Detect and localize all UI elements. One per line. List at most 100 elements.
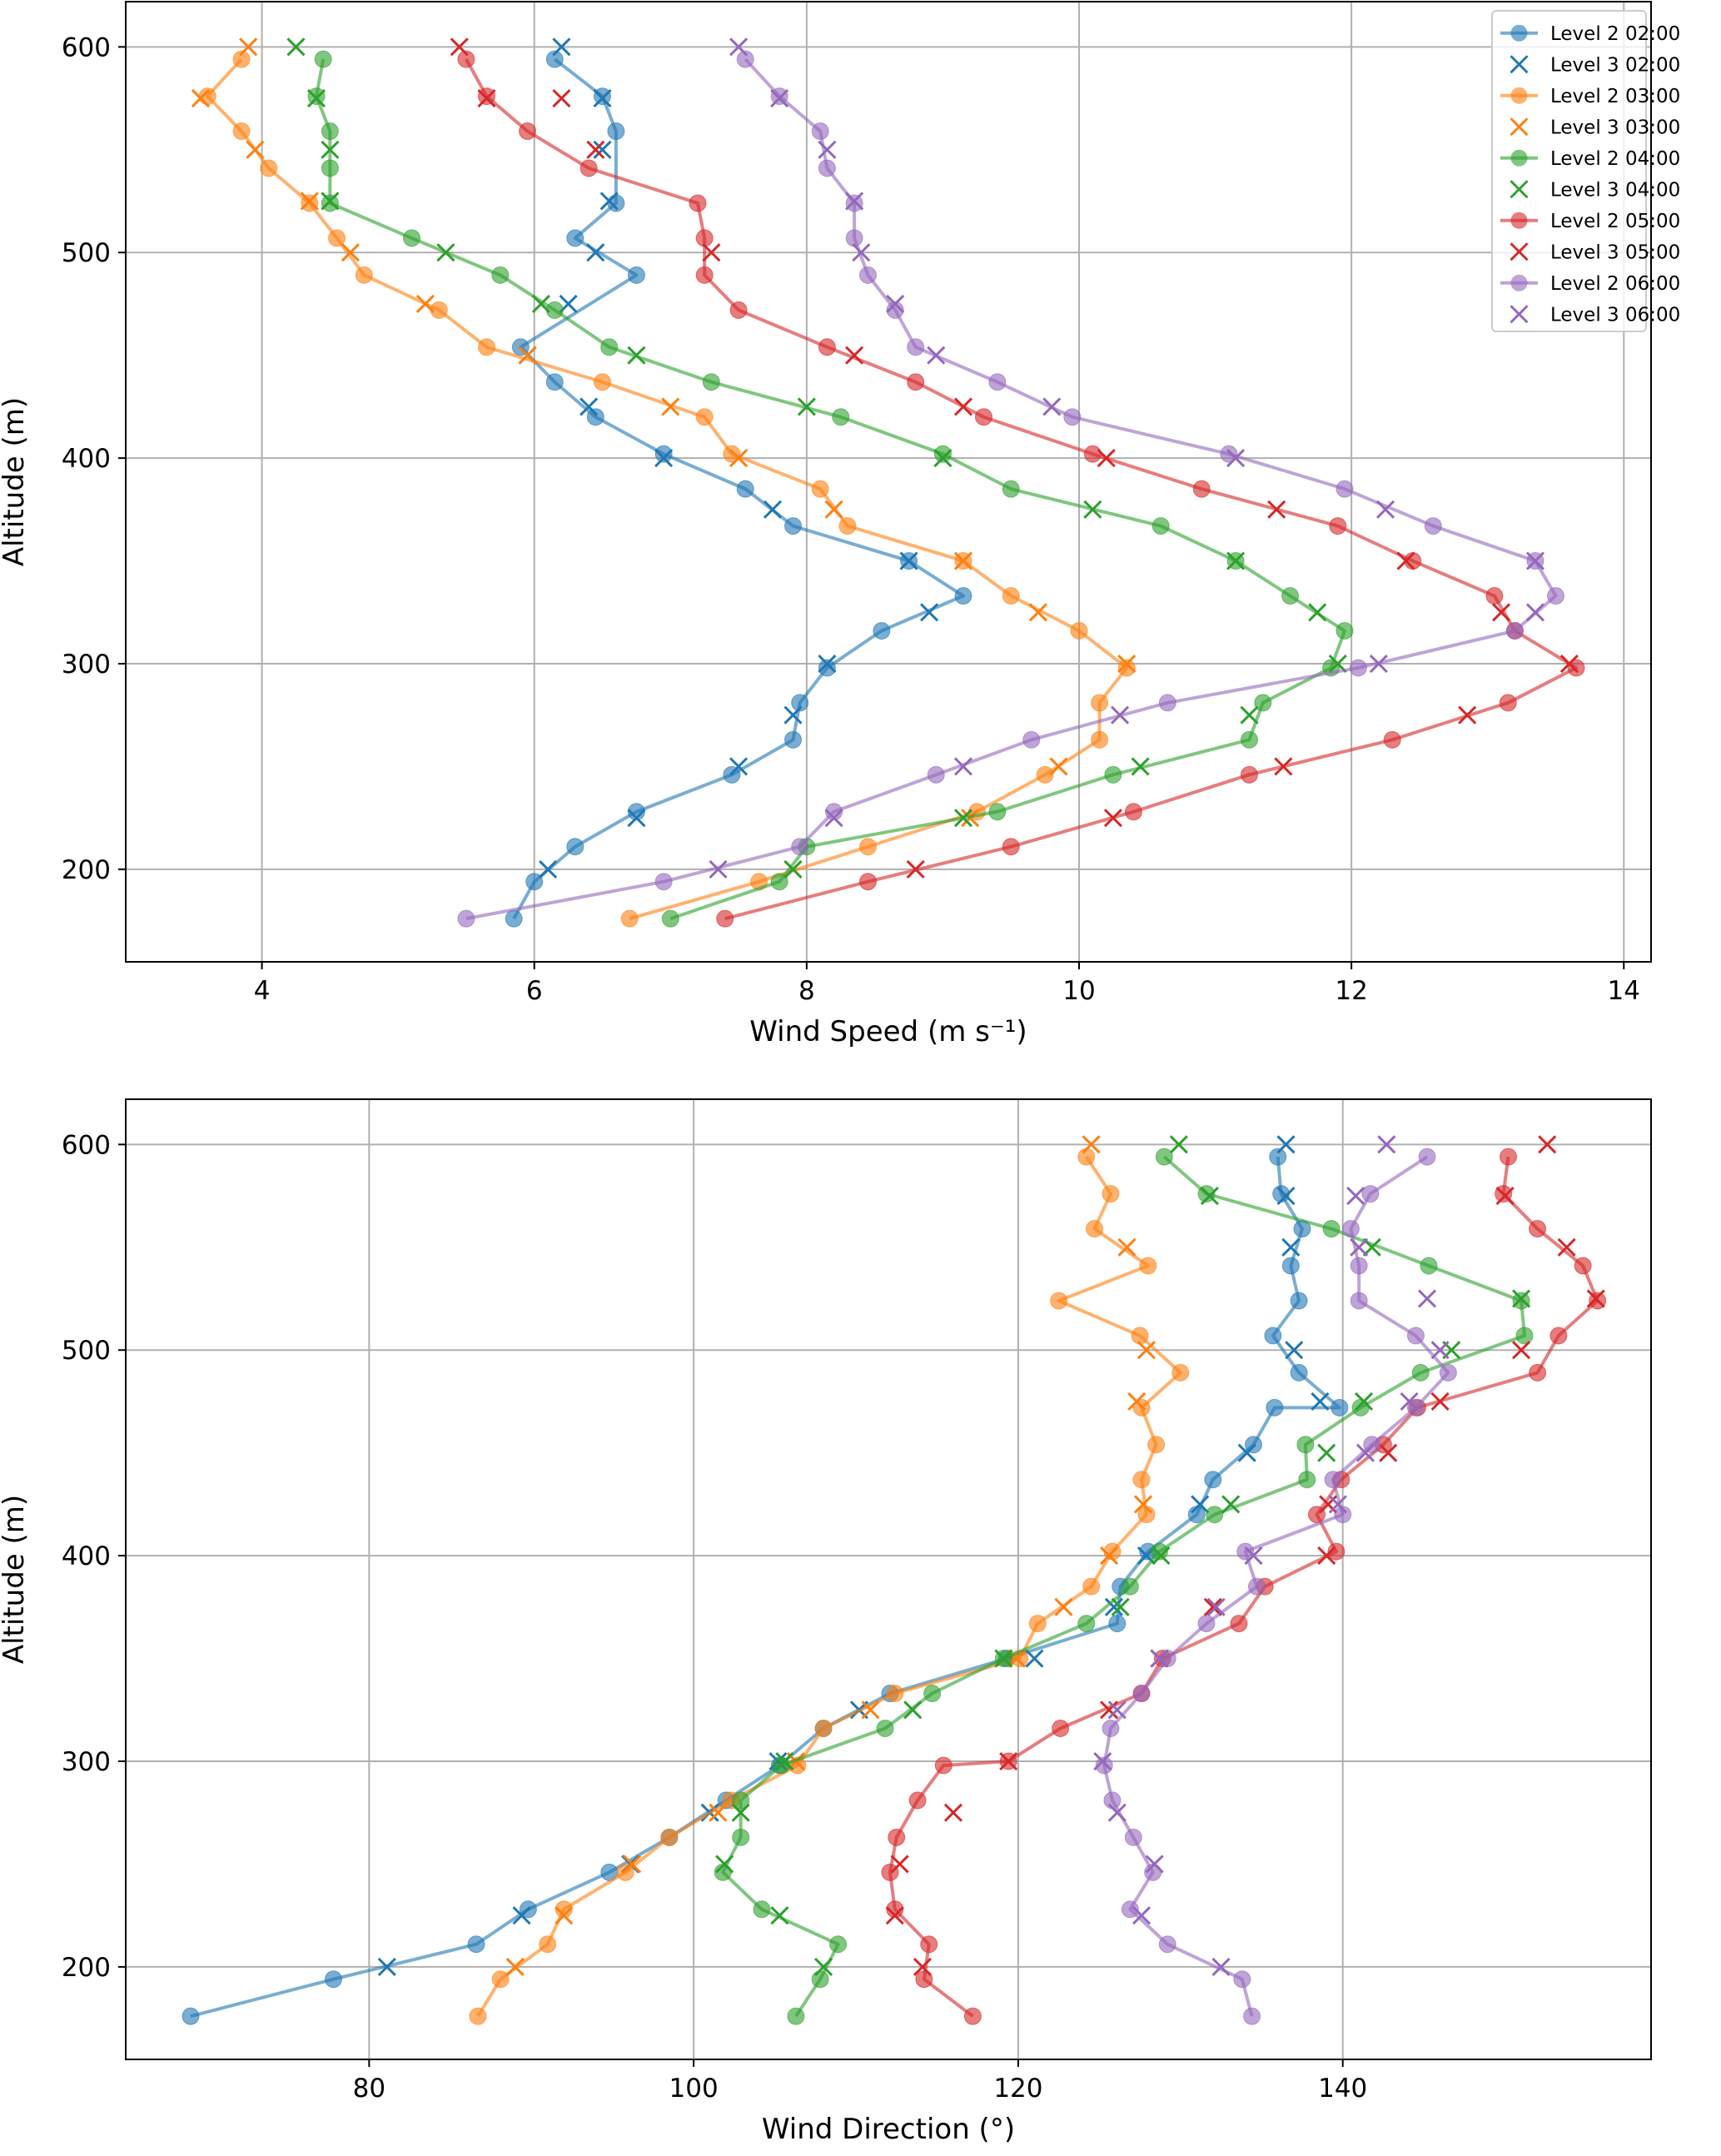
data-point-circle bbox=[321, 194, 339, 212]
data-point-circle bbox=[1124, 1828, 1142, 1846]
data-point-cross bbox=[1512, 1289, 1531, 1308]
data-point-cross bbox=[586, 243, 605, 262]
data-point-cross bbox=[1396, 551, 1415, 570]
legend-entry: Level 2 02:00 bbox=[1500, 23, 1680, 45]
data-point-cross bbox=[477, 88, 496, 108]
data-point-circle bbox=[920, 1935, 938, 1954]
data-point-circle bbox=[1549, 1327, 1568, 1345]
legend-entry: Level 2 05:00 bbox=[1500, 211, 1680, 232]
data-point-circle bbox=[1147, 1436, 1166, 1454]
data-point-cross bbox=[518, 346, 537, 365]
wind-speed-x-tick-label: 4 bbox=[254, 976, 271, 1006]
data-point-cross bbox=[512, 1906, 531, 1925]
data-point-circle bbox=[1336, 480, 1354, 498]
data-point-cross bbox=[450, 37, 469, 57]
data-point-cross bbox=[1226, 551, 1246, 570]
legend-label: Level 3 05:00 bbox=[1550, 241, 1680, 263]
data-point-circle bbox=[627, 266, 645, 284]
wind-speed-y-axis-label: Altitude (m) bbox=[0, 397, 31, 566]
data-point-cross bbox=[818, 140, 837, 159]
data-point-circle bbox=[689, 194, 707, 212]
legend-label: Level 3 03:00 bbox=[1550, 117, 1680, 138]
series-level2-0400 bbox=[714, 1148, 1534, 2025]
data-point-circle bbox=[566, 229, 584, 247]
wind-direction-axes-frame bbox=[125, 1098, 1652, 2060]
data-point-circle bbox=[1298, 1471, 1316, 1489]
data-point-cross bbox=[1145, 1855, 1164, 1874]
data-point-circle bbox=[1206, 1506, 1224, 1524]
legend-label: Level 2 04:00 bbox=[1550, 148, 1680, 170]
data-point-cross bbox=[702, 243, 721, 262]
data-point-cross bbox=[1317, 1443, 1336, 1462]
wind-speed-y-tick-label: 600 bbox=[62, 32, 111, 62]
series-level3-0500 bbox=[450, 37, 1579, 879]
data-point-circle bbox=[182, 2007, 200, 2025]
legend-cross-marker bbox=[1510, 55, 1529, 74]
data-point-circle bbox=[1171, 1363, 1190, 1382]
data-point-circle bbox=[886, 1900, 904, 1919]
legend-label: Level 2 02:00 bbox=[1550, 23, 1680, 45]
series-level2-0300 bbox=[198, 50, 1136, 928]
data-point-cross bbox=[239, 37, 258, 57]
data-point-cross bbox=[306, 88, 326, 108]
data-point-circle bbox=[1063, 408, 1082, 426]
data-point-cross bbox=[1317, 1546, 1336, 1566]
data-point-circle bbox=[1547, 587, 1564, 605]
data-point-circle bbox=[355, 266, 373, 284]
legend-cross-marker bbox=[1510, 305, 1529, 324]
data-point-circle bbox=[1515, 1327, 1534, 1345]
data-point-circle bbox=[1052, 1719, 1070, 1737]
series-level2-0500 bbox=[457, 50, 1585, 928]
data-point-circle bbox=[232, 50, 251, 68]
data-point-cross bbox=[539, 859, 558, 879]
data-point-cross bbox=[1191, 1495, 1210, 1514]
data-point-circle bbox=[321, 122, 339, 141]
data-point-cross bbox=[1169, 1135, 1188, 1154]
data-point-circle bbox=[1132, 1685, 1151, 1703]
data-point-cross bbox=[1131, 757, 1150, 776]
data-point-cross bbox=[783, 859, 803, 879]
data-point-cross bbox=[913, 1957, 932, 1976]
data-point-circle bbox=[915, 1970, 933, 1989]
data-point-circle bbox=[1424, 517, 1442, 535]
data-point-cross bbox=[770, 88, 789, 108]
data-point-circle bbox=[1192, 480, 1211, 498]
wind-speed-y-tick-label: 400 bbox=[62, 444, 111, 474]
data-point-cross bbox=[1377, 1135, 1396, 1154]
legend-circle-marker bbox=[1510, 274, 1528, 291]
data-point-cross bbox=[709, 1803, 728, 1822]
data-point-cross bbox=[1097, 449, 1116, 468]
data-point-cross bbox=[1137, 1341, 1156, 1360]
data-point-cross bbox=[818, 654, 837, 674]
data-point-circle bbox=[923, 1685, 942, 1703]
data-point-circle bbox=[607, 122, 625, 141]
data-point-circle bbox=[301, 194, 319, 212]
legend-entry: Level 3 05:00 bbox=[1510, 241, 1680, 263]
data-point-cross bbox=[1151, 1546, 1171, 1566]
series-level2-0600 bbox=[1095, 1148, 1457, 2025]
data-point-circle bbox=[403, 229, 420, 247]
data-point-circle bbox=[818, 159, 836, 177]
wind-speed-y-tick-label: 500 bbox=[62, 238, 111, 268]
data-point-circle bbox=[1091, 730, 1109, 749]
legend-circle-marker bbox=[1510, 24, 1528, 42]
data-point-cross bbox=[1538, 1135, 1557, 1154]
data-point-cross bbox=[1127, 1392, 1147, 1412]
legend-entry: Level 2 06:00 bbox=[1500, 273, 1680, 295]
data-point-cross bbox=[1492, 603, 1511, 622]
data-point-circle bbox=[1070, 621, 1088, 640]
data-point-circle bbox=[1139, 1257, 1157, 1275]
data-point-circle bbox=[1327, 1542, 1345, 1561]
data-point-cross bbox=[953, 809, 973, 828]
wind-direction-x-tick-label: 140 bbox=[1318, 2074, 1367, 2104]
data-point-circle bbox=[695, 408, 714, 426]
data-point-cross bbox=[321, 192, 340, 211]
data-point-circle bbox=[829, 1935, 848, 1954]
data-point-cross bbox=[654, 449, 674, 468]
data-point-circle bbox=[1158, 1935, 1176, 1954]
data-point-circle bbox=[770, 873, 788, 891]
data-point-cross bbox=[1285, 1341, 1304, 1360]
legend-entry: Level 2 03:00 bbox=[1500, 86, 1680, 107]
data-point-circle bbox=[1086, 1220, 1104, 1238]
data-point-circle bbox=[1529, 1220, 1547, 1238]
